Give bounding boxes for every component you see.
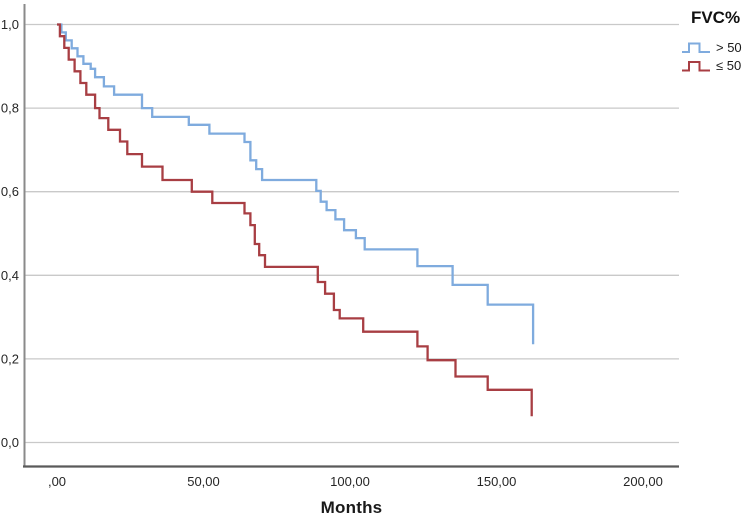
x-tick-label: ,00: [48, 474, 66, 489]
legend-entry-gt50: > 50: [681, 39, 750, 56]
y-tick-label: 0,0: [1, 435, 19, 450]
x-tick-label: 150,00: [477, 474, 517, 489]
legend-entry-label: > 50: [716, 40, 742, 55]
y-tick-label: 0,2: [1, 351, 19, 366]
y-tick-label: 0,6: [1, 184, 19, 199]
legend-entry-label: ≤ 50: [716, 58, 742, 73]
x-axis-title: Months: [320, 498, 383, 517]
x-tick-label: 50,00: [187, 474, 220, 489]
km-curve-le50: [57, 23, 533, 417]
legend: FVC% > 50 ≤ 50: [681, 8, 750, 75]
step-line-swatch-icon: [682, 42, 710, 53]
y-tick-label: 0,8: [1, 101, 19, 116]
y-tick-label: 1,0: [1, 17, 19, 32]
legend-title: FVC%: [690, 8, 741, 27]
y-tick-label: 0,4: [1, 268, 19, 283]
step-line-swatch-icon: [682, 61, 710, 72]
x-tick-label: 100,00: [330, 474, 370, 489]
legend-entry-le50: ≤ 50: [681, 57, 750, 74]
x-tick-label: 200,00: [623, 474, 663, 489]
km-curve-gt50: [57, 23, 535, 345]
